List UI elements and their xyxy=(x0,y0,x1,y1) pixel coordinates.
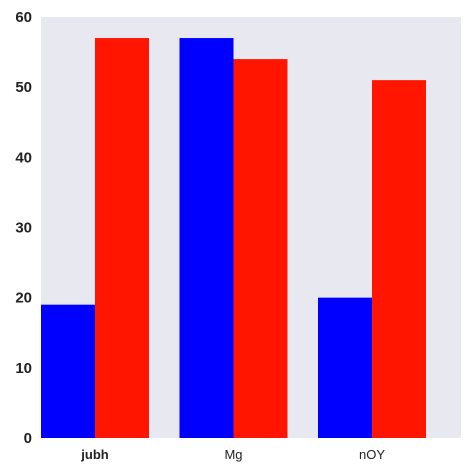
y-tick-label: 50 xyxy=(15,79,32,96)
bar-nOY-series-2 xyxy=(372,80,426,439)
x-tick-label-jubh: jubh xyxy=(80,447,108,462)
bar-jubh-series-1 xyxy=(41,304,95,438)
bar-nOY-series-1 xyxy=(318,297,372,438)
y-tick-label: 10 xyxy=(15,360,32,377)
bar-Mg-series-2 xyxy=(233,59,288,438)
y-tick-label: 0 xyxy=(24,430,32,447)
bar-Mg-series-1 xyxy=(179,38,234,439)
y-tick-label: 30 xyxy=(15,220,32,237)
y-tick-label: 20 xyxy=(15,290,32,307)
x-tick-label-nOY: nOY xyxy=(359,447,385,462)
y-tick-label: 60 xyxy=(15,9,32,26)
y-tick-label: 40 xyxy=(15,149,32,166)
x-axis: jubh Mg nOY xyxy=(80,447,385,462)
y-axis: 0 10 20 30 40 50 60 xyxy=(15,9,32,447)
bar-jubh-series-2 xyxy=(95,38,149,439)
x-tick-label-Mg: Mg xyxy=(224,447,242,462)
bars-group xyxy=(41,38,426,439)
